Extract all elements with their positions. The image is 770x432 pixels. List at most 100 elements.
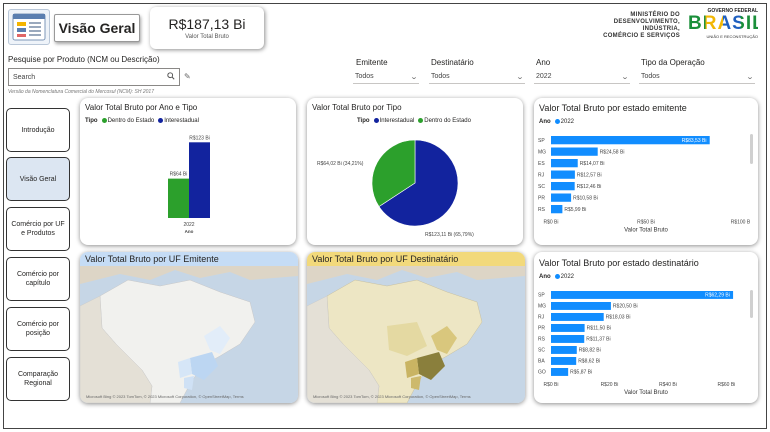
bar-1 [189, 142, 210, 218]
legend-label: 2022 [560, 119, 575, 126]
destinatario-label: Destinatário [431, 58, 474, 67]
y-tick-label: GO [538, 370, 546, 376]
chart-legend: Ano 2022 [539, 274, 574, 280]
bar-MG [551, 302, 611, 310]
nav-comercio-uf-produtos[interactable]: Comércio por UF e Produtos [6, 207, 70, 251]
legend-item-inter: Interestadual [373, 118, 415, 125]
search-placeholder: Search [13, 73, 36, 81]
y-tick-label: PR [538, 195, 545, 201]
bar-PR [551, 324, 585, 332]
data-label: R$10,58 Bi [573, 195, 598, 201]
search-input[interactable]: Search [8, 68, 180, 86]
pie-chart-tipo[interactable]: Valor Total Bruto por Tipo Tipo Interest… [307, 98, 523, 245]
destinatario-dropdown[interactable]: Todos ⌄ [429, 70, 525, 84]
legend-title: Ano [539, 274, 551, 281]
report-icon [8, 9, 50, 45]
chevron-down-icon: ⌄ [620, 73, 630, 81]
ministry-logo: MINISTÉRIO DO DESENVOLVIMENTO, INDÚSTRIA… [580, 12, 680, 40]
bar-SC [551, 346, 577, 354]
data-label: R$8,82 Bi [579, 348, 601, 354]
map-attribution: Microsoft Bing © 2023 TomTom, © 2023 Mic… [86, 394, 244, 399]
slice-label: R$64,02 Bi (34,21%) [317, 161, 364, 167]
page-title: Visão Geral [54, 14, 140, 42]
legend-dot [158, 118, 164, 123]
x-tick-label: R$60 Bi [717, 382, 735, 388]
search-note: Versão da Nomenclatura Comercial do Merc… [8, 89, 154, 95]
search-label: Pesquise por Produto (NCM ou Descrição) [8, 55, 160, 64]
ministry-line-1: MINISTÉRIO DO [630, 12, 680, 18]
data-label: R$24,58 Bi [600, 149, 625, 155]
bar-SP [551, 136, 710, 145]
bar-SC [551, 182, 575, 191]
hbar-chart-destinatario[interactable]: Valor Total Bruto por estado destinatári… [534, 252, 758, 403]
x-tick-label: R$0 Bi [543, 382, 558, 388]
chevron-down-icon: ⌄ [745, 73, 755, 81]
x-tick-label: R$100 Bi [731, 220, 750, 226]
legend-label: Dentro do Estado [424, 118, 471, 125]
legend-label: Interestadual [164, 118, 199, 125]
nav-comparacao-regional[interactable]: Comparação Regional [6, 357, 70, 401]
nav-visao-geral[interactable]: Visão Geral [6, 157, 70, 201]
chart-title: Valor Total Bruto por estado emitente [539, 103, 687, 113]
chevron-down-icon: ⌄ [515, 73, 525, 81]
legend-label: Interestadual [379, 118, 415, 125]
map-title: Valor Total Bruto por UF Destinatário [307, 252, 525, 266]
emitente-dropdown[interactable]: Todos ⌄ [353, 70, 419, 84]
scrollbar[interactable] [750, 290, 753, 318]
legend-item-2022: 2022 [554, 274, 575, 281]
emitente-value: Todos [355, 73, 374, 80]
map-canvas[interactable] [307, 266, 525, 403]
nav-introducao[interactable]: Introdução [6, 108, 70, 152]
map-title: Valor Total Bruto por UF Emitente [80, 252, 298, 266]
bar-ES [551, 159, 578, 168]
eraser-icon[interactable]: ✎ [184, 72, 191, 81]
tipo-operacao-dropdown[interactable]: Todos ⌄ [639, 70, 755, 84]
bar-PR [551, 193, 572, 202]
y-tick-label: PR [538, 326, 545, 332]
tipo-operacao-label: Tipo da Operação [641, 58, 705, 67]
map-uf-emitente[interactable]: Valor Total Bruto por UF Emitente Micros… [80, 252, 298, 403]
bar-RS [551, 205, 563, 214]
bar-chart-ano-tipo[interactable]: Valor Total Bruto por Ano e Tipo Tipo De… [80, 98, 296, 245]
data-label: R$11,37 Bi [586, 337, 610, 343]
legend-dot [418, 118, 424, 123]
data-label: R$8,62 Bi [578, 359, 600, 365]
brasil-logo: GOVERNO FEDERAL BRASIL UNIÃO E RECONSTRU… [688, 8, 764, 48]
brasil-logo-top: GOVERNO FEDERAL [707, 8, 758, 14]
nav-comercio-posicao[interactable]: Comércio por posição [6, 307, 70, 351]
hbar-chart-svg: SP R$83,53 Bi MG R$24,58 Bi ES R$14,07 Bi RJ R$… [538, 136, 750, 234]
scrollbar[interactable] [750, 134, 753, 164]
legend-label: 2022 [560, 274, 575, 281]
data-label: R$123 Bi [189, 135, 210, 141]
y-tick-label: BA [538, 359, 545, 365]
nav-comercio-capitulo[interactable]: Comércio por capítulo [6, 257, 70, 301]
map-canvas[interactable] [80, 266, 298, 403]
y-tick-label: RJ [538, 172, 545, 178]
y-tick-label: SP [538, 293, 545, 299]
chart-legend: Tipo Dentro do Estado Interestadual [85, 118, 199, 124]
y-tick-label: MG [538, 304, 546, 310]
chart-legend: Tipo Interestadual Dentro do Estado [357, 118, 471, 124]
ministry-line-3: COMÉRCIO E SERVIÇOS [603, 33, 680, 39]
hbar-chart-emitente[interactable]: Valor Total Bruto por estado emitente An… [534, 98, 758, 245]
map-uf-destinatario[interactable]: Valor Total Bruto por UF Destinatário Mi… [307, 252, 525, 403]
legend-title: Tipo [357, 118, 370, 125]
legend-dot [554, 119, 560, 124]
bar-MG [551, 147, 598, 156]
ano-dropdown[interactable]: 2022 ⌄ [534, 70, 630, 84]
x-tick-label: R$40 Bi [659, 382, 677, 388]
data-label: R$12,57 Bi [577, 172, 602, 178]
pie-slice-1 [371, 139, 416, 207]
x-tick-label: R$20 Bi [601, 382, 619, 388]
dashboard: Visão Geral R$187,13 Bi Valor Total Brut… [3, 3, 767, 429]
data-label: R$5,87 Bi [570, 370, 592, 376]
tipo-operacao-value: Todos [641, 73, 660, 80]
bar-GO [551, 368, 569, 376]
y-tick-label: RS [538, 337, 546, 343]
x-tick-label: R$0 Bi [543, 220, 558, 226]
chevron-down-icon: ⌄ [409, 73, 419, 81]
ano-label: Ano [536, 58, 551, 67]
search-icon[interactable] [167, 72, 175, 82]
legend-item-dentro: Dentro do Estado [101, 118, 154, 124]
